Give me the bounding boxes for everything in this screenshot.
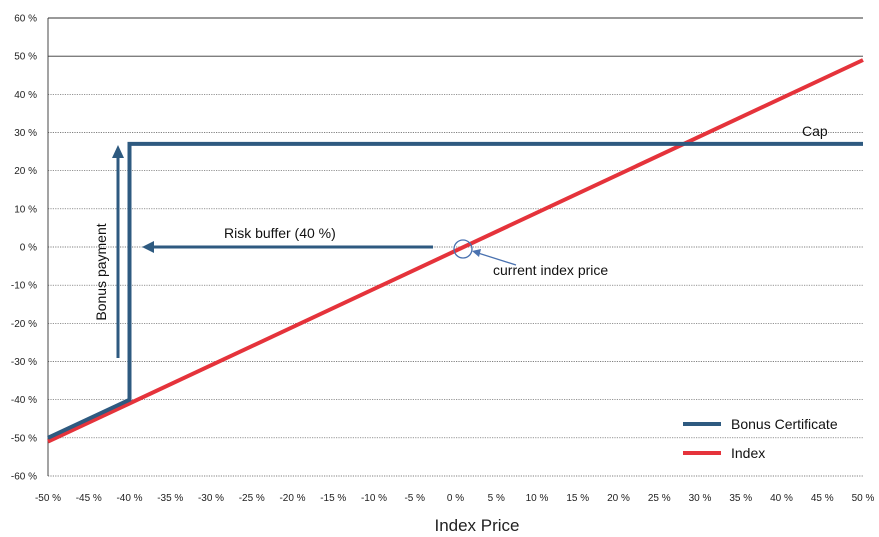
legend-index-label: Index — [731, 445, 765, 461]
y-tick-label: -10 % — [11, 281, 37, 292]
y-tick-label: -60 % — [11, 472, 37, 483]
x-tick-label: 15 % — [566, 493, 589, 504]
x-tick-label: -30 % — [198, 493, 224, 504]
cap-label: Cap — [802, 123, 828, 139]
series-line-bonus-certificate — [47, 141, 863, 440]
current-index-price-label: current index price — [493, 262, 608, 278]
current-index-price-pointer — [477, 252, 517, 266]
x-tick-label: 45 % — [811, 493, 834, 504]
annotations: Bonus payment Risk buffer (40 %) current… — [93, 123, 828, 358]
x-tick-label: 5 % — [488, 493, 505, 504]
y-tick-label: 30 % — [14, 128, 37, 139]
current-index-price-pointer-head — [472, 249, 481, 257]
current-index-price-marker — [453, 239, 473, 259]
y-tick-label: 10 % — [14, 204, 37, 215]
x-tick-labels: -50 % -45 % -40 % -35 % -30 % -25 % -20 % -15 %… — [35, 493, 875, 504]
x-tick-label: 0 % — [447, 493, 464, 504]
bonus-payment-arrow-head — [112, 145, 124, 158]
x-tick-label: -20 % — [279, 493, 305, 504]
grid-lines — [47, 17, 863, 477]
y-tick-label: 50 % — [14, 52, 37, 63]
y-tick-labels: -60 % -50 % -40 % -30 % -20 % -10 % 0 % 10 % 20 … — [11, 14, 37, 483]
x-tick-label: 30 % — [689, 493, 712, 504]
x-tick-label: -40 % — [116, 493, 142, 504]
series-line-index — [47, 58, 864, 444]
x-tick-label: -25 % — [239, 493, 265, 504]
y-tick-label: -20 % — [11, 319, 37, 330]
x-tick-label: 10 % — [526, 493, 549, 504]
series-lines — [47, 58, 864, 444]
risk-buffer-label: Risk buffer (40 %) — [224, 225, 336, 241]
y-tick-label: 40 % — [14, 90, 37, 101]
x-tick-label: -35 % — [157, 493, 183, 504]
x-axis-title: Index Price — [434, 516, 519, 535]
x-tick-label: -5 % — [404, 493, 425, 504]
y-tick-label: 0 % — [20, 243, 37, 254]
legend-bonus-label: Bonus Certificate — [731, 416, 838, 432]
y-tick-label: -40 % — [11, 395, 37, 406]
y-tick-label: 20 % — [14, 166, 37, 177]
x-tick-label: 20 % — [607, 493, 630, 504]
y-tick-label: -30 % — [11, 357, 37, 368]
y-tick-label: 60 % — [14, 14, 37, 25]
x-tick-label: -15 % — [320, 493, 346, 504]
legend: Bonus Certificate Index — [683, 416, 838, 461]
x-tick-label: 50 % — [852, 493, 875, 504]
risk-buffer-arrow-head — [142, 241, 154, 253]
x-tick-label: -45 % — [76, 493, 102, 504]
x-tick-label: -10 % — [361, 493, 387, 504]
x-tick-label: 40 % — [770, 493, 793, 504]
x-tick-label: 35 % — [729, 493, 752, 504]
bonus-payment-label: Bonus payment — [93, 223, 109, 320]
x-tick-label: 25 % — [648, 493, 671, 504]
x-tick-label: -50 % — [35, 493, 61, 504]
y-tick-label: -50 % — [11, 433, 37, 444]
